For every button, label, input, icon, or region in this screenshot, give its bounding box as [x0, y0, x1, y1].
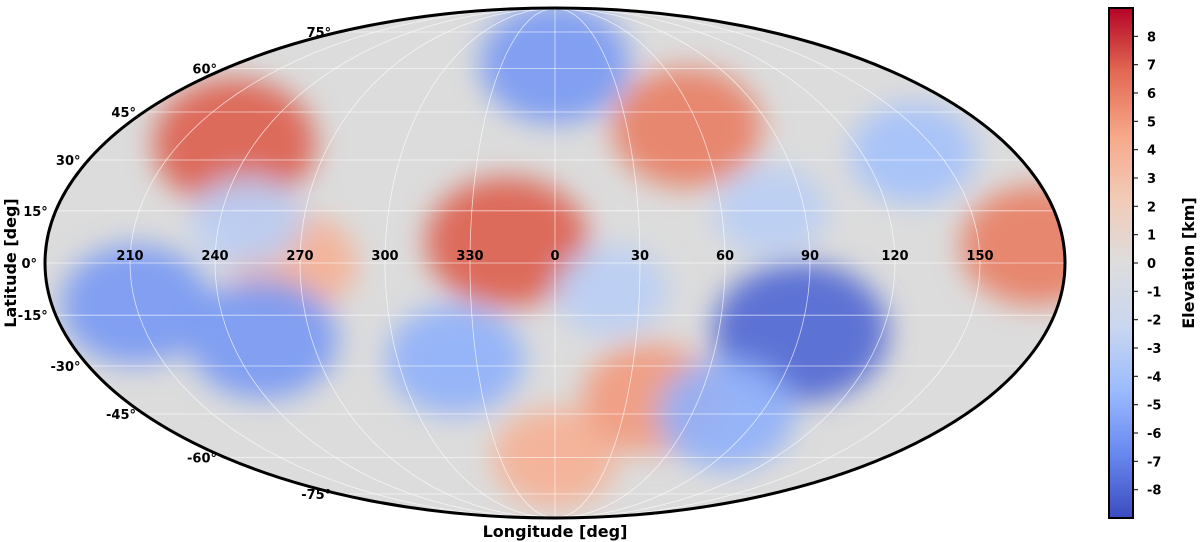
- colorbar-tick-label: -7: [1147, 455, 1161, 470]
- elevation-feature-basin-20-equator: [555, 245, 668, 336]
- longitude-ticks: 210 240 270 300 330 0 30 60 90 120 150: [116, 249, 993, 264]
- colorbar-label: Elevation [km]: [1179, 197, 1198, 329]
- colorbar-tick-label: -4: [1147, 370, 1161, 385]
- lon-tick-label: 120: [881, 249, 908, 264]
- lat-tick-label: 60°: [192, 63, 217, 78]
- elevation-feature-highland-east-150: [960, 185, 1065, 306]
- lat-tick-label: 0°: [21, 257, 37, 272]
- colorbar-tick-label: 6: [1147, 87, 1156, 102]
- lon-tick-label: 150: [966, 249, 993, 264]
- x-axis-label: Longitude [deg]: [483, 522, 628, 541]
- lat-tick-label: 15°: [23, 205, 48, 220]
- lon-tick-label: 90: [801, 249, 819, 264]
- elevation-feature-peak-near-340: [425, 177, 589, 307]
- colorbar-tick-label: -5: [1147, 399, 1161, 414]
- colorbar-tick-label: 5: [1147, 115, 1156, 130]
- elevation-surface: [45, 8, 1065, 518]
- colorbar-tick-label: 3: [1147, 172, 1156, 187]
- lon-tick-label: 210: [116, 249, 143, 264]
- lat-tick-label: -30°: [51, 360, 81, 375]
- colorbar-tick-label: 7: [1147, 59, 1156, 74]
- elevation-feature-basin-325-south: [386, 304, 525, 415]
- lat-tick-label: -15°: [18, 309, 48, 324]
- lon-tick-label: 330: [456, 249, 483, 264]
- colorbar-tick-label: -3: [1147, 342, 1161, 357]
- colorbar-ticks: 8 7 6 5 4 3 2 1 0 -1 -2 -3 -4 -5 -6 -7 -8: [1133, 30, 1161, 499]
- lon-tick-label: 60: [716, 249, 734, 264]
- lat-tick-label: 75°: [307, 26, 332, 41]
- colorbar-tick-label: 8: [1147, 30, 1156, 45]
- lat-tick-label: 45°: [111, 106, 136, 121]
- lon-tick-label: 240: [201, 249, 228, 264]
- lat-tick-label: -60°: [187, 451, 217, 466]
- lon-tick-label: 270: [286, 249, 313, 264]
- lat-tick-label: -45°: [106, 408, 136, 423]
- y-axis-label: Latitude [deg]: [1, 198, 20, 327]
- lat-tick-label: 30°: [56, 154, 81, 169]
- colorbar-tick-label: -6: [1147, 427, 1161, 442]
- elevation-feature-highland-arc-east: [612, 67, 763, 188]
- lat-tick-label: -75°: [301, 488, 331, 503]
- latitude-ticks: 75° 60° 45° 30° 15° 0° -15° -30° -45° -60° -75°: [18, 26, 331, 503]
- lon-tick-label: 30: [631, 249, 649, 264]
- elevation-feature-basin-240: [191, 176, 304, 267]
- colorbar: [1108, 7, 1134, 519]
- colorbar-tick-label: 1: [1147, 229, 1156, 244]
- elevation-feature-basin-140-north: [850, 103, 976, 204]
- graticule-grid: [45, 8, 1065, 518]
- lon-tick-label: 0: [550, 249, 559, 264]
- elevation-feature-highland-arc-west: [153, 78, 316, 209]
- elevation-feature-basin-250-south: [188, 279, 338, 400]
- colorbar-tick-label: 2: [1147, 200, 1156, 215]
- colorbar-tick-label: -8: [1147, 484, 1161, 499]
- map-boundary: [43, 6, 1067, 520]
- colorbar-tick-label: -1: [1147, 285, 1161, 300]
- lon-tick-label: 300: [371, 249, 398, 264]
- colorbar-tick-label: 4: [1147, 144, 1156, 159]
- colorbar-tick-label: -2: [1147, 314, 1161, 329]
- colorbar-tick-label: 0: [1147, 257, 1156, 272]
